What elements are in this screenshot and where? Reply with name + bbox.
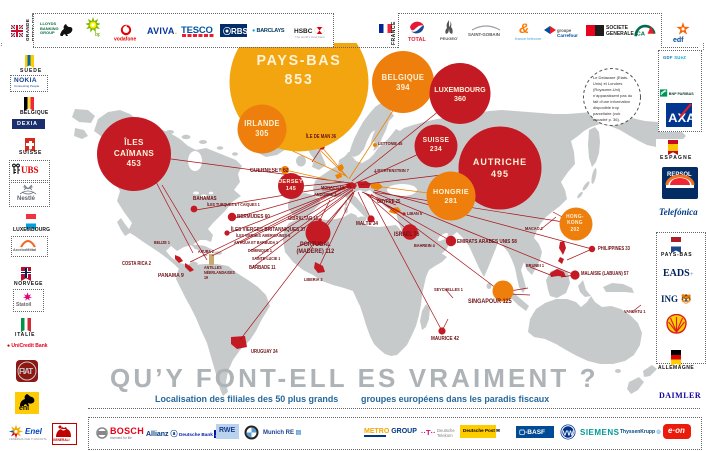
svg-text:Carrefour: Carrefour bbox=[557, 33, 578, 38]
svg-text:bp: bp bbox=[95, 32, 100, 37]
svg-text:edf: edf bbox=[673, 37, 684, 43]
svg-text:SAINT-GOBAIN: SAINT-GOBAIN bbox=[468, 32, 500, 37]
svg-text:AXA: AXA bbox=[668, 111, 692, 124]
svg-text:VW: VW bbox=[563, 431, 575, 438]
svg-text:vodafone: vodafone bbox=[114, 37, 136, 43]
svg-text:BNP PARIBAS: BNP PARIBAS bbox=[669, 92, 695, 96]
svg-text:FIAT: FIAT bbox=[19, 367, 33, 376]
svg-text:groupe: groupe bbox=[557, 28, 572, 33]
svg-text:PEUGEOT: PEUGEOT bbox=[440, 36, 458, 41]
svg-text:TOTAL: TOTAL bbox=[408, 37, 426, 42]
svg-text:CA: CA bbox=[637, 31, 646, 37]
